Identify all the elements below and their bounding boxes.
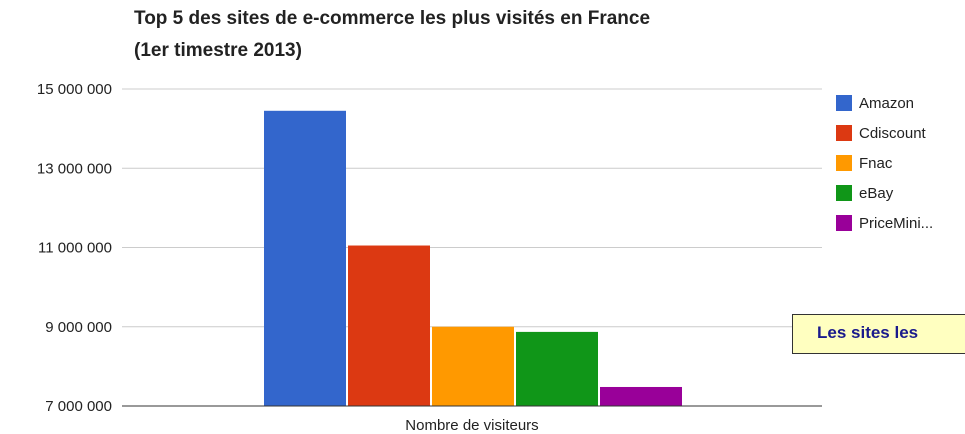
legend-swatch bbox=[836, 95, 852, 111]
y-tick-label: 13 000 000 bbox=[37, 160, 112, 177]
y-tick-label: 7 000 000 bbox=[45, 398, 112, 415]
gridlines bbox=[122, 88, 822, 328]
legend-swatch bbox=[836, 125, 852, 141]
bar-cdiscount bbox=[348, 245, 430, 406]
legend-item-amazon: Amazon bbox=[836, 88, 933, 118]
legend-item-priceminister: PriceMini... bbox=[836, 208, 933, 238]
legend-swatch bbox=[836, 185, 852, 201]
bars bbox=[264, 110, 682, 406]
y-tick-label: 11 000 000 bbox=[38, 240, 112, 257]
legend: Amazon Cdiscount Fnac eBay PriceMini... bbox=[836, 88, 933, 238]
bar-pricemini bbox=[600, 386, 682, 406]
legend-label: Amazon bbox=[859, 94, 915, 112]
bar-amazon bbox=[264, 110, 346, 406]
legend-label: Cdiscount bbox=[859, 124, 926, 142]
annotation-box: Les sites les bbox=[792, 314, 965, 354]
legend-label: PriceMini... bbox=[859, 214, 934, 232]
bar-ebay bbox=[516, 331, 598, 406]
x-axis-label: Nombre de visiteurs bbox=[405, 417, 538, 434]
legend-label: Fnac bbox=[859, 154, 893, 172]
chart-title: Top 5 des sites de e-commerce les plus v… bbox=[134, 8, 651, 29]
chart-subtitle: (1er timestre 2013) bbox=[134, 40, 302, 61]
y-axis-tick-labels: 7 000 000 9 000 000 11 000 000 13 000 000 15… bbox=[37, 81, 112, 415]
legend-item-ebay: eBay bbox=[836, 178, 933, 208]
y-tick-label: 9 000 000 bbox=[45, 319, 112, 336]
annotation-text: Les sites les bbox=[817, 323, 919, 342]
legend-swatch bbox=[836, 155, 852, 171]
legend-item-fnac: Fnac bbox=[836, 148, 933, 178]
y-tick-label: 15 000 000 bbox=[37, 81, 112, 98]
bar-fnac bbox=[432, 326, 514, 406]
legend-swatch bbox=[836, 215, 852, 231]
legend-item-cdiscount: Cdiscount bbox=[836, 118, 933, 148]
legend-label: eBay bbox=[859, 184, 894, 202]
